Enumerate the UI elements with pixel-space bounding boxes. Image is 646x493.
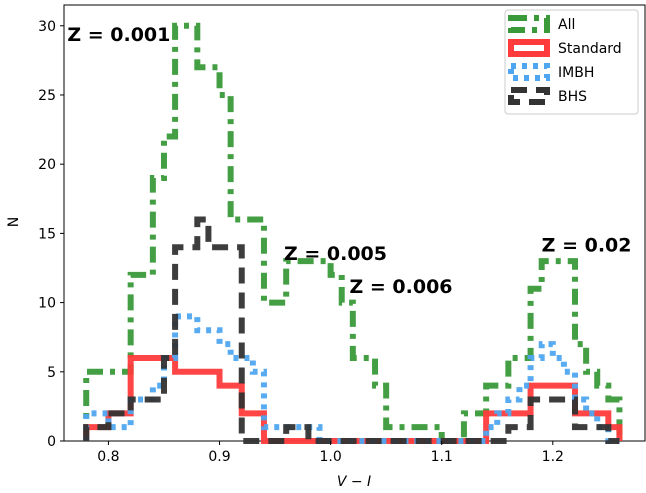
legend-label-all: All (558, 17, 575, 33)
x-tick-label: 0.9 (208, 449, 230, 465)
y-axis-label: N (6, 217, 22, 227)
legend-label-standard: Standard (558, 41, 622, 57)
legend-label-bhs: BHS (558, 89, 587, 105)
x-tick-label: 1.1 (431, 449, 453, 465)
x-tick-label: 0.8 (97, 449, 119, 465)
annotation-label: Z = 0.001 (67, 24, 170, 46)
legend: All Standard IMBH BHS (504, 9, 639, 115)
legend-swatch-standard (508, 39, 550, 57)
y-tick-label: 25 (38, 88, 56, 104)
series-layer (83, 22, 623, 444)
legend-swatch-all (508, 15, 550, 33)
annotations-layer: Z = 0.001 Z = 0.005 Z = 0.006 Z = 0.02 (67, 24, 631, 298)
annotation-label: Z = 0.02 (542, 234, 632, 256)
y-tick-label: 0 (47, 434, 56, 450)
legend-label-imbh: IMBH (558, 65, 594, 81)
legend-swatch-bhs (508, 87, 550, 105)
x-axis-label: V − I (337, 474, 371, 490)
y-tick-label: 30 (38, 19, 56, 35)
y-tick-label: 5 (47, 365, 56, 381)
y-tick-label: 15 (38, 226, 56, 242)
y-tick-label: 10 (38, 296, 56, 312)
annotation-label: Z = 0.006 (350, 276, 453, 298)
y-tick-label: 20 (38, 157, 56, 173)
x-tick-label: 1.2 (542, 449, 564, 465)
series-all-step (83, 22, 623, 444)
annotation-label: Z = 0.005 (284, 243, 387, 265)
legend-swatch-imbh (508, 63, 550, 81)
series-bhs-step (83, 216, 620, 444)
x-tick-label: 1.0 (319, 449, 341, 465)
ticks-layer: 0.8 0.9 1.0 1.1 1.2 0 5 10 15 20 25 30 (38, 19, 564, 465)
